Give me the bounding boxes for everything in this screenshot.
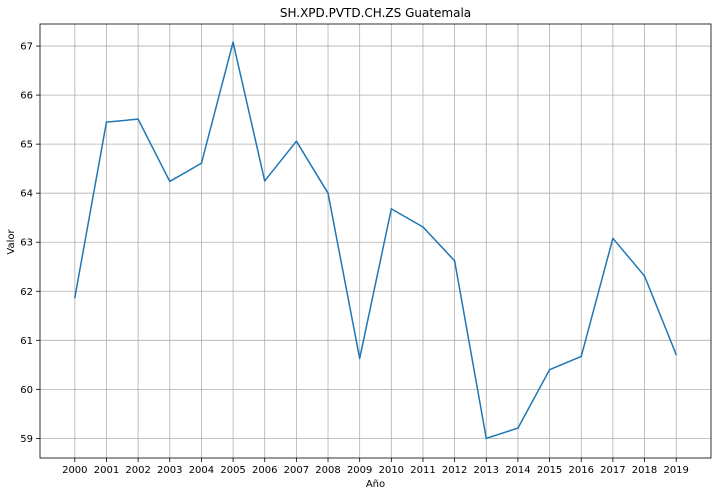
data-point [612, 237, 614, 240]
x-tick-label: 2008 [315, 465, 340, 476]
x-tick-label: 2018 [632, 465, 657, 476]
data-point [327, 192, 329, 194]
x-tick-label: 2003 [157, 465, 182, 476]
x-tick-label: 2004 [189, 465, 214, 476]
x-tick-label: 2010 [379, 465, 404, 476]
x-tick-label: 2015 [537, 465, 562, 476]
x-tick-label: 2019 [663, 465, 688, 476]
y-axis: 59 60 61 62 63 64 65 66 67 [20, 42, 40, 445]
x-tick-label: 2007 [284, 465, 309, 476]
y-tick-label: 62 [20, 287, 33, 298]
data-point [485, 437, 488, 440]
x-tick-label: 2014 [505, 465, 530, 476]
chart-title: SH.XPD.PVTD.CH.ZS Guatemala [280, 6, 471, 20]
x-tick-label: 2012 [442, 465, 467, 476]
data-point [453, 260, 456, 262]
data-point [390, 208, 393, 210]
series-group [74, 41, 677, 440]
x-tick-label: 2016 [569, 465, 594, 476]
data-point [232, 41, 234, 43]
y-tick-label: 59 [20, 434, 33, 445]
data-point [643, 275, 646, 277]
x-tick-label: 2002 [125, 465, 150, 476]
x-axis-title: Año [366, 479, 385, 490]
y-tick-label: 63 [20, 238, 33, 249]
x-tick-label: 2005 [220, 465, 245, 476]
x-tick-label: 2017 [600, 465, 625, 476]
x-tick-label: 2001 [94, 465, 119, 476]
data-point [422, 226, 424, 228]
x-tick-label: 2000 [62, 465, 87, 476]
data-point [105, 121, 108, 123]
y-tick-label: 67 [20, 42, 33, 53]
data-point [675, 353, 677, 356]
data-point [137, 118, 139, 120]
y-tick-label: 64 [20, 189, 33, 200]
y-tick-label: 60 [20, 385, 33, 396]
data-point [169, 180, 171, 183]
data-point [74, 296, 76, 299]
y-tick-label: 61 [20, 336, 33, 347]
y-tick-label: 65 [20, 140, 33, 151]
x-tick-label: 2009 [347, 465, 372, 476]
data-point [200, 162, 203, 165]
x-tick-label: 2013 [474, 465, 499, 476]
y-axis-title: Valor [6, 229, 17, 255]
y-tick-label: 66 [20, 91, 33, 102]
x-axis: 2000 2001 2002 2003 2004 2005 2006 2007 2008 2009… [62, 458, 689, 476]
data-point [580, 355, 582, 358]
x-tick-label: 2006 [252, 465, 277, 476]
x-tick-label: 2011 [410, 465, 435, 476]
series-line [74, 41, 677, 440]
plot-frame [39, 23, 712, 459]
data-point [517, 427, 519, 429]
data-point [548, 368, 551, 371]
data-point [295, 140, 298, 142]
grid [40, 24, 711, 458]
data-point [263, 180, 266, 182]
data-point [358, 357, 361, 360]
